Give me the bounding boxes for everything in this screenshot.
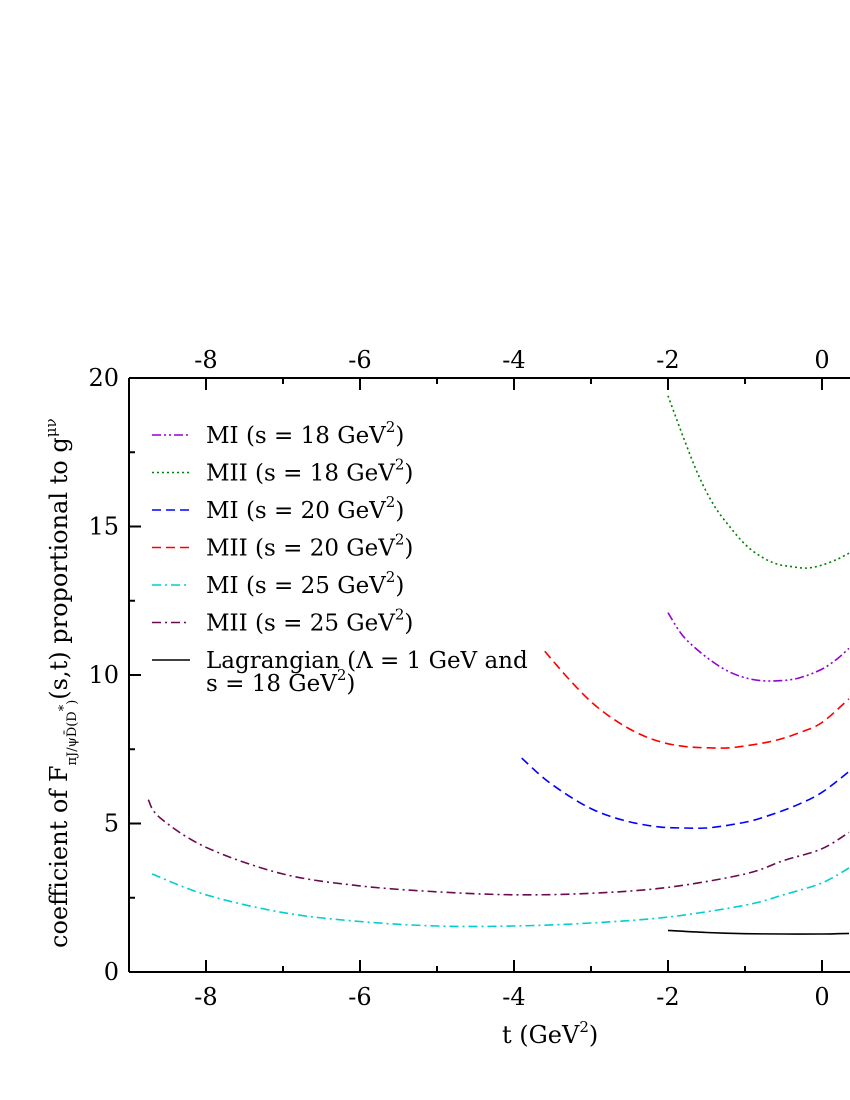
x-tick-label: -2 [656, 983, 679, 1011]
legend: MI (s = 18 GeV2) MII (s = 18 GeV2) MI (s =… [152, 418, 528, 697]
y-tick-label: 10 [88, 661, 119, 689]
top-tick-label: -2 [656, 346, 679, 374]
top-tick-label: -6 [348, 346, 371, 374]
series-line-4 [544, 650, 850, 749]
series-line-7 [667, 929, 850, 935]
legend-label: MII (s = 25 GeV2) [206, 606, 413, 637]
legend-label: MII (s = 18 GeV2) [206, 456, 413, 487]
series-line-2 [667, 395, 850, 569]
legend-label: MI (s = 18 GeV2) [206, 418, 404, 449]
legend-label: Lagrangian (Λ = 1 GeV and [206, 648, 528, 674]
top-tick-label: -4 [502, 346, 525, 374]
legend-label: MII (s = 20 GeV2) [206, 531, 413, 562]
series-line-1 [667, 612, 850, 682]
y-axis-label: coefficient of FπJ/ψD̄(D*)(s,t) proporti… [42, 418, 80, 948]
series-line-3 [521, 757, 850, 830]
legend-label: MI (s = 25 GeV2) [206, 568, 404, 599]
series-line-5 [151, 867, 850, 928]
x-axis-label: t (GeV2) [502, 1018, 598, 1049]
top-tick-label: -8 [194, 346, 217, 374]
x-tick-label: -4 [502, 983, 525, 1011]
top-tick-label: 0 [814, 346, 829, 374]
y-tick-label: 20 [88, 364, 119, 392]
y-tick-label: 0 [104, 958, 119, 986]
x-tick-label: 0 [814, 983, 829, 1011]
y-tick-label: 15 [88, 513, 119, 541]
x-tick-label: -6 [348, 983, 371, 1011]
x-tick-label: -8 [194, 983, 217, 1011]
axis-ticks: -8 -8 -6 -6 -4 -4 -2 -2 0 0 0 5 10 15 20 [88, 346, 829, 1011]
legend-label: MI (s = 20 GeV2) [206, 493, 404, 524]
y-tick-label: 5 [104, 810, 119, 838]
series-layer [147, 395, 850, 935]
legend-label-line2: s = 18 GeV2) [206, 666, 355, 697]
series-line-6 [147, 799, 850, 896]
